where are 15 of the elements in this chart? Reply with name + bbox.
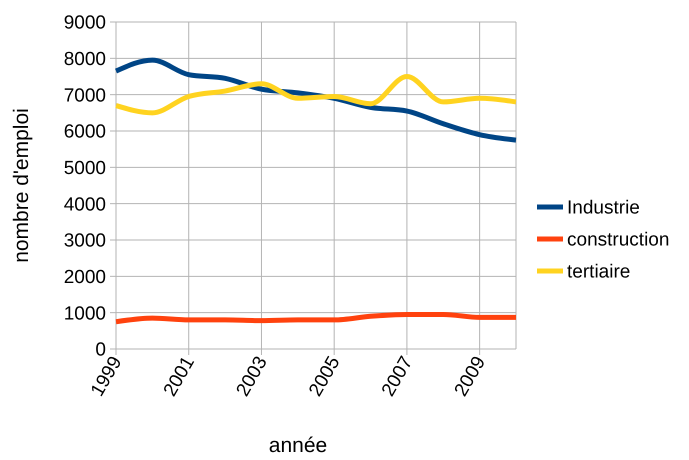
y-tick-label: 1000	[64, 303, 106, 324]
y-tick-label: 8000	[64, 48, 106, 70]
y-tick-label: 3000	[64, 230, 106, 252]
y-tick-label: 6000	[64, 122, 106, 143]
x-axis-title: année	[268, 434, 328, 457]
y-tick-label: 4000	[64, 194, 106, 216]
y-tick-label: 9000	[64, 12, 106, 34]
y-axis-title: nombre d'emploi	[10, 108, 33, 263]
legend-label: Industrie	[567, 198, 640, 219]
y-tick-label: 7000	[64, 85, 106, 106]
y-tick-label: 5000	[64, 158, 106, 179]
y-tick-label: 0	[95, 340, 106, 361]
legend-label: construction	[567, 230, 670, 251]
y-tick-label: 2000	[64, 266, 106, 288]
legend-label: tertiaire	[567, 262, 630, 283]
